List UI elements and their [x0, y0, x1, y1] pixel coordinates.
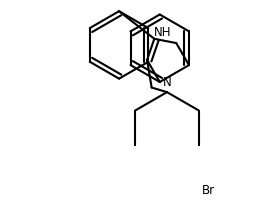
Text: N: N: [163, 76, 171, 89]
Text: NH: NH: [154, 26, 172, 39]
Text: Br: Br: [202, 184, 215, 197]
